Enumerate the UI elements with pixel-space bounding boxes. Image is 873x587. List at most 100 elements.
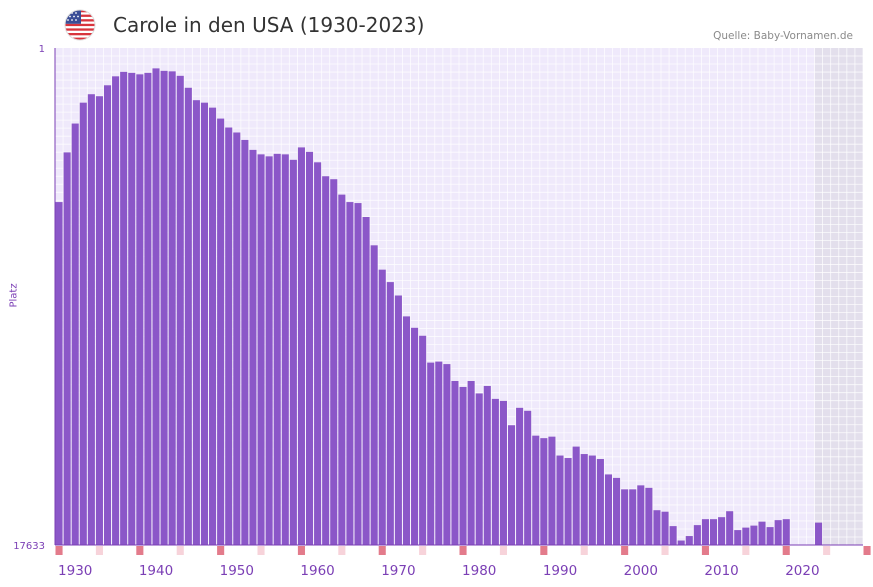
bar-2017 (774, 520, 782, 545)
decade-marker-2008 (701, 546, 709, 555)
decade-marker-1943 (176, 546, 184, 555)
x-tick-label-2000: 2000 (624, 563, 658, 579)
bar-2016 (766, 527, 774, 545)
bar-2013 (742, 527, 750, 545)
bar-1971 (402, 316, 411, 545)
bar-1929 (63, 152, 71, 545)
bar-1939 (144, 72, 152, 545)
bar-1946 (200, 102, 209, 546)
bar-1981 (483, 385, 491, 545)
bar-2003 (661, 511, 669, 545)
bar-1963 (338, 194, 346, 546)
decade-marker-1933 (95, 546, 103, 555)
decade-marker-1958 (297, 546, 305, 555)
chart-title: Carole in den USA (1930-2023) (113, 13, 425, 37)
bar-2002 (653, 510, 661, 545)
bar-1998 (621, 489, 629, 545)
decade-marker-1993 (580, 546, 588, 555)
bar-1930 (71, 123, 79, 545)
bar-2000 (637, 485, 645, 545)
bar-1976 (443, 364, 451, 545)
bar-1996 (604, 474, 613, 545)
bar-1957 (289, 159, 297, 545)
decade-marker-1973 (419, 546, 427, 555)
bar-1958 (297, 147, 305, 545)
decade-marker-1988 (540, 546, 548, 555)
decade-marker-2018 (782, 546, 790, 555)
bar-1979 (467, 380, 475, 545)
bar-1947 (209, 107, 217, 545)
bar-1951 (241, 139, 249, 545)
bar-1948 (217, 118, 225, 545)
bar-2022 (815, 522, 823, 545)
bar-2015 (758, 521, 766, 545)
bar-1972 (411, 327, 419, 545)
decade-marker-2028 (863, 546, 871, 555)
bar-2004 (669, 526, 677, 545)
bar-2009 (709, 519, 718, 545)
bar-2001 (645, 487, 653, 545)
bar-1995 (596, 459, 604, 545)
bar-1991 (564, 458, 572, 545)
bar-1969 (386, 282, 394, 545)
decade-marker-1983 (499, 546, 507, 555)
bar-1986 (524, 410, 532, 545)
bar-1988 (540, 438, 548, 545)
bar-1960 (314, 162, 322, 545)
bar-1931 (79, 102, 87, 546)
bar-2012 (734, 530, 742, 545)
bar-1944 (184, 87, 192, 545)
bar-1982 (491, 398, 499, 545)
bar-1956 (281, 154, 289, 545)
bar-2018 (782, 519, 790, 545)
bar-1974 (427, 362, 435, 545)
bar-1961 (322, 176, 330, 545)
decade-marker-1938 (136, 546, 144, 555)
bar-1943 (176, 75, 184, 545)
decade-marker-2023 (823, 546, 831, 555)
bar-1942 (168, 71, 176, 545)
bar-1978 (459, 386, 467, 545)
bar-1980 (475, 393, 483, 545)
y-tick-label-bottom: 17633 (13, 541, 45, 552)
bar-1964 (346, 202, 354, 545)
bar-1935 (112, 76, 120, 545)
source-credit: Quelle: Baby-Vornamen.de (713, 30, 853, 42)
x-tick-label-1950: 1950 (220, 563, 254, 579)
bar-1949 (225, 127, 233, 546)
y-tick-label-top: 1 (39, 44, 45, 55)
decade-marker-1928 (55, 546, 63, 555)
bar-1993 (580, 454, 588, 545)
bar-1970 (394, 295, 402, 545)
bar-1936 (120, 71, 128, 545)
bar-1941 (160, 70, 168, 545)
bar-1987 (532, 435, 540, 545)
bar-1937 (128, 72, 136, 545)
x-tick-label-1970: 1970 (381, 563, 415, 579)
bar-2007 (693, 525, 701, 545)
bar-1959 (305, 151, 314, 546)
bar-1994 (588, 455, 596, 545)
bar-1992 (572, 446, 580, 545)
bar-1950 (233, 132, 241, 546)
x-tick-label-1930: 1930 (58, 563, 92, 579)
decade-marker-1998 (621, 546, 629, 555)
bar-1967 (370, 245, 378, 545)
bar-1977 (451, 380, 459, 545)
bar-1938 (136, 74, 144, 545)
bar-1973 (419, 335, 427, 545)
bar-1952 (249, 149, 257, 545)
bar-1968 (378, 269, 386, 545)
x-tick-label-1980: 1980 (462, 563, 496, 579)
decade-marker-1953 (257, 546, 265, 555)
bar-1953 (257, 154, 265, 545)
bar-1983 (499, 400, 507, 545)
bar-1932 (87, 94, 95, 545)
bar-1999 (629, 489, 637, 545)
bar-2010 (718, 517, 726, 545)
bar-1965 (354, 203, 362, 545)
decade-marker-2003 (661, 546, 669, 555)
bar-1990 (556, 455, 564, 545)
decade-marker-2013 (742, 546, 750, 555)
